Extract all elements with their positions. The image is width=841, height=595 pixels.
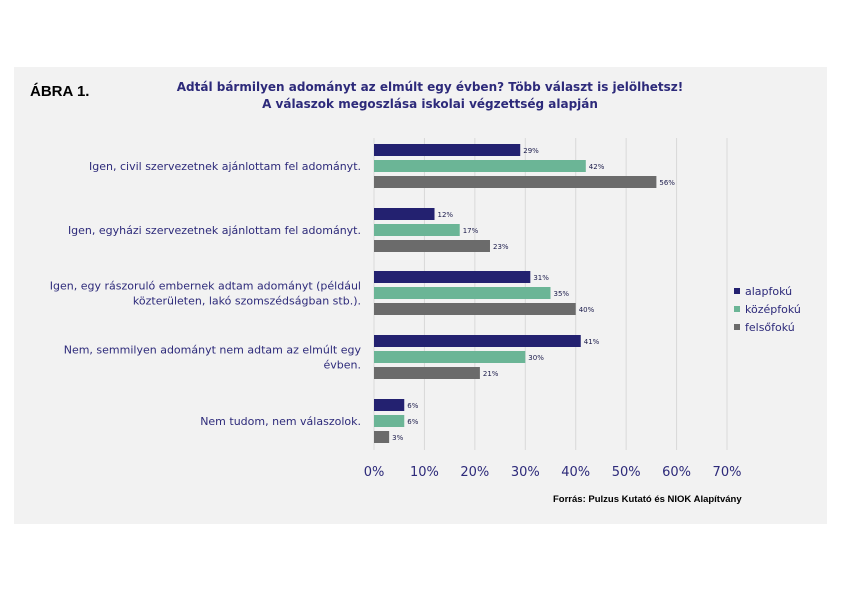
bar-felsőfokú-2 [374, 303, 576, 315]
legend-item-felsofoku: felsőfokú [734, 318, 801, 336]
data-label: 40% [579, 306, 595, 314]
bar-alapfokú-3 [374, 335, 581, 347]
category-label: Igen, civil szervezetnek ajánlottam fel … [89, 160, 361, 173]
x-tick-label: 20% [460, 465, 489, 480]
bar-felsőfokú-1 [374, 240, 490, 252]
data-label: 23% [493, 243, 509, 251]
data-label: 6% [407, 402, 418, 410]
bar-középfokú-4 [374, 415, 405, 427]
chart-subtitle: A válaszok megoszlása iskolai végzettség… [262, 97, 598, 111]
bar-alapfokú-0 [374, 144, 521, 156]
data-label: 21% [483, 370, 499, 378]
data-label: 56% [659, 179, 675, 187]
x-tick-label: 30% [511, 465, 540, 480]
bar-középfokú-2 [374, 287, 551, 299]
bar-középfokú-3 [374, 351, 526, 363]
data-label: 29% [523, 147, 539, 155]
category-label: Nem, semmilyen adományt nem adtam az elm… [64, 344, 362, 357]
bar-alapfokú-1 [374, 208, 435, 220]
bar-alapfokú-2 [374, 271, 531, 283]
x-tick-label: 10% [410, 465, 439, 480]
data-label: 35% [554, 290, 570, 298]
data-label: 42% [589, 163, 605, 171]
figure-label: ÁBRA 1. [30, 83, 90, 100]
category-label: Nem tudom, nem válaszolok. [200, 415, 361, 428]
bar-felsőfokú-3 [374, 367, 480, 379]
source-note: Forrás: Pulzus Kutató és NIOK Alapítvány [553, 494, 742, 505]
legend-item-alapfoku: alapfokú [734, 282, 801, 300]
chart-title: Adtál bármilyen adományt az elmúlt egy é… [176, 80, 684, 94]
data-label: 6% [407, 418, 418, 426]
category-label: Igen, egy rászoruló embernek adtam adomá… [50, 280, 361, 293]
legend-swatch-alapfoku [734, 288, 740, 294]
legend-swatch-kozepfoku [734, 306, 740, 312]
bar-alapfokú-4 [374, 399, 405, 411]
data-label: 17% [463, 227, 479, 235]
x-tick-label: 50% [612, 465, 641, 480]
legend-label: középfokú [745, 302, 801, 316]
data-label: 3% [392, 434, 403, 442]
data-label: 31% [533, 274, 549, 282]
category-label: évben. [324, 359, 362, 372]
bar-középfokú-0 [374, 160, 586, 172]
bar-felsőfokú-4 [374, 431, 390, 443]
data-label: 41% [584, 338, 600, 346]
bar-felsőfokú-0 [374, 176, 657, 188]
legend-label: alapfokú [745, 284, 793, 298]
category-label: közterületen, lakó szomszédságban stb.). [133, 295, 361, 308]
x-tick-label: 40% [561, 465, 590, 480]
x-tick-label: 60% [662, 465, 691, 480]
bar-középfokú-1 [374, 224, 460, 236]
data-label: 12% [438, 211, 454, 219]
data-label: 30% [528, 354, 544, 362]
legend-item-kozepfoku: középfokú [734, 300, 801, 318]
x-tick-label: 0% [364, 465, 385, 480]
chart-legend: alapfokú középfokú felsőfokú [734, 282, 801, 336]
legend-swatch-felsofoku [734, 324, 740, 330]
legend-label: felsőfokú [745, 320, 795, 334]
category-label: Igen, egyházi szervezetnek ajánlottam fe… [68, 224, 361, 237]
x-tick-label: 70% [713, 465, 742, 480]
